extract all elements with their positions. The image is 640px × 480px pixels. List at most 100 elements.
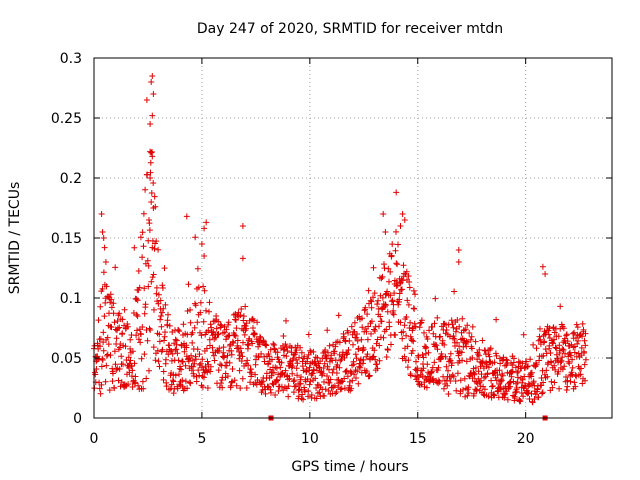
data-point xyxy=(436,378,443,385)
data-point xyxy=(278,359,285,366)
data-point xyxy=(161,337,167,344)
axis-ticks: 0 5 10 15 20 0 0.05 0.1 0.15 0.2 0.25 0.3 xyxy=(51,51,612,447)
data-point xyxy=(154,347,161,354)
x-tick-label: 20 xyxy=(517,431,535,447)
data-point xyxy=(354,337,361,344)
data-point xyxy=(228,347,235,354)
data-point xyxy=(155,358,162,365)
data-point xyxy=(370,294,376,301)
data-point xyxy=(382,302,389,309)
data-point xyxy=(149,112,156,119)
data-point xyxy=(99,355,106,362)
data-point xyxy=(152,357,159,364)
data-point xyxy=(170,390,177,397)
data-point xyxy=(240,313,247,320)
data-point xyxy=(509,368,516,375)
data-point xyxy=(107,291,114,298)
data-point xyxy=(313,395,320,402)
data-point xyxy=(248,369,255,376)
data-point xyxy=(280,333,287,339)
data-point xyxy=(567,352,574,359)
data-point xyxy=(156,338,163,345)
data-point xyxy=(144,337,151,344)
data-point xyxy=(569,356,576,363)
data-point xyxy=(225,319,232,326)
data-point xyxy=(555,368,562,375)
data-point xyxy=(316,364,323,371)
data-point xyxy=(413,358,419,365)
data-point xyxy=(127,357,134,364)
data-point xyxy=(569,371,576,378)
data-point xyxy=(217,361,224,368)
data-point xyxy=(494,388,501,395)
data-point xyxy=(378,275,385,282)
data-point xyxy=(144,257,151,264)
data-point xyxy=(348,369,355,376)
data-point xyxy=(581,361,588,368)
data-point xyxy=(111,348,118,355)
data-point xyxy=(571,329,578,336)
data-point xyxy=(415,354,422,361)
data-point xyxy=(379,294,386,301)
data-point xyxy=(428,370,435,376)
data-point xyxy=(168,381,175,388)
data-point xyxy=(528,369,535,376)
data-point xyxy=(176,371,182,378)
data-point xyxy=(563,374,569,380)
data-point xyxy=(445,391,452,397)
data-point xyxy=(163,383,170,390)
data-point xyxy=(286,375,293,382)
y-tick-label: 0 xyxy=(73,411,82,427)
data-point xyxy=(97,303,104,310)
data-point xyxy=(463,358,470,365)
data-point xyxy=(159,282,166,289)
data-point xyxy=(185,281,192,288)
data-point xyxy=(145,262,152,269)
data-point xyxy=(226,359,233,366)
data-point xyxy=(384,347,391,353)
data-point xyxy=(439,337,446,344)
data-point xyxy=(349,377,356,384)
data-point xyxy=(422,350,429,357)
data-point xyxy=(135,382,142,389)
data-point xyxy=(187,306,194,313)
data-point xyxy=(366,372,373,379)
data-point xyxy=(580,326,587,333)
data-point xyxy=(551,362,558,369)
data-point xyxy=(135,268,142,274)
data-point xyxy=(242,323,249,329)
data-point xyxy=(362,304,369,311)
data-point xyxy=(559,354,566,361)
data-point xyxy=(376,342,383,349)
data-point xyxy=(127,336,134,343)
y-tick-label: 0.3 xyxy=(60,51,82,67)
data-point xyxy=(333,389,340,395)
data-point xyxy=(223,336,229,343)
data-point xyxy=(133,332,140,339)
data-point xyxy=(294,372,301,379)
data-point xyxy=(102,299,109,306)
data-point xyxy=(502,362,508,369)
data-point xyxy=(450,373,457,380)
data-point xyxy=(146,227,153,234)
data-point xyxy=(582,330,589,337)
data-point xyxy=(559,366,566,373)
data-point xyxy=(548,378,555,385)
data-point xyxy=(397,223,404,229)
data-point xyxy=(108,296,115,303)
data-point xyxy=(267,386,274,393)
data-point xyxy=(148,190,155,196)
data-point xyxy=(353,355,360,362)
data-point xyxy=(160,376,167,383)
data-point xyxy=(423,344,430,351)
data-point xyxy=(377,313,384,320)
data-point xyxy=(297,344,304,351)
data-point xyxy=(111,319,118,326)
data-point xyxy=(215,367,222,374)
data-point xyxy=(579,333,586,340)
data-point xyxy=(219,384,226,391)
data-point xyxy=(418,317,425,324)
data-point xyxy=(517,398,524,405)
data-point xyxy=(336,339,343,346)
data-point xyxy=(403,314,410,320)
